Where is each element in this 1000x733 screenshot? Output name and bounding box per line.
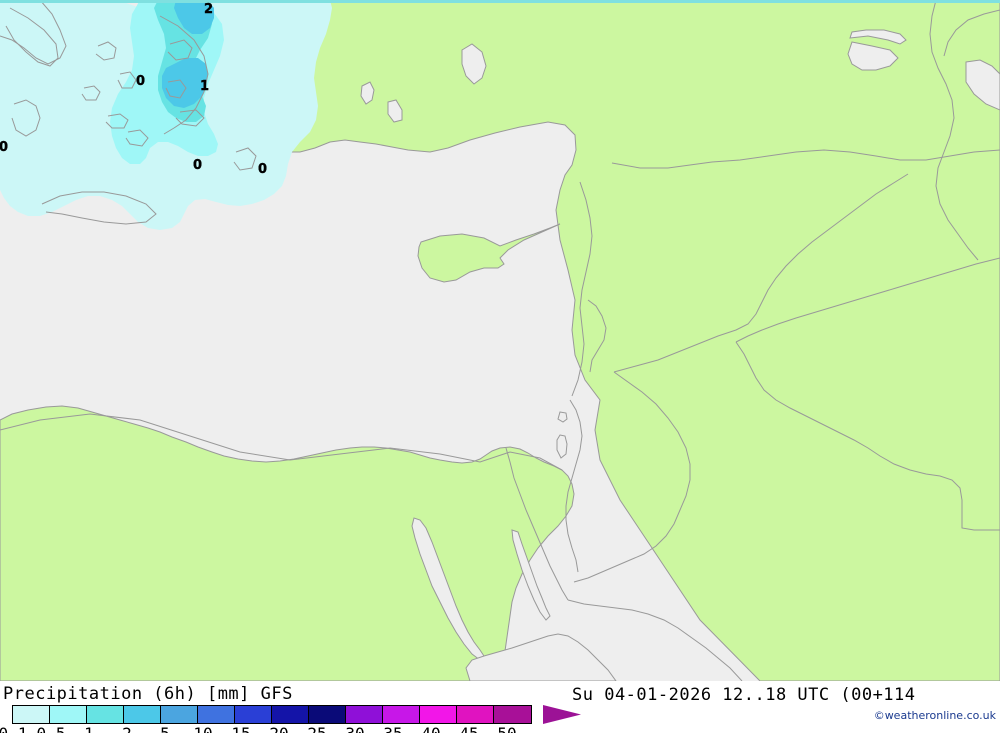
precip-band-2-core: [162, 58, 208, 108]
map-svg: [0, 0, 1000, 681]
color-tick-1: 1: [84, 724, 94, 733]
precip-label-2: 2: [204, 2, 214, 17]
map-canvas[interactable]: 2 1 0 0 0 0: [0, 0, 1000, 681]
precip-label-1: 1: [200, 79, 210, 94]
coast-chios: [165, 79, 187, 99]
color-swatch-40[interactable]: [420, 706, 457, 723]
border-jordan-syria-n: [613, 173, 909, 373]
color-swatch-15[interactable]: [235, 706, 272, 723]
coast-aegean-islands-1: [95, 41, 117, 61]
coast-aegean-islands-5: [125, 129, 149, 147]
border-iran-iraq: [929, 0, 979, 261]
coast-egypt-north: [0, 413, 563, 471]
precip-label-0a: 0: [136, 74, 146, 89]
border-israel-jordan: [565, 399, 583, 573]
sea-of-galilee: [557, 411, 568, 423]
color-swatch-0p5[interactable]: [50, 706, 87, 723]
land-north-africa-egypt: [0, 405, 575, 681]
color-tick-35: 35: [383, 724, 402, 733]
color-tick-15: 15: [231, 724, 250, 733]
cyprus: [417, 223, 561, 283]
model-run-timestamp: Su 04-01-2026 12..18 UTC (00+114: [572, 685, 916, 705]
lake-beysehir: [360, 81, 375, 105]
color-swatch-5[interactable]: [161, 706, 198, 723]
legend-title: Precipitation (6h) [mm] GFS: [3, 684, 293, 704]
copyright-notice: ©weatheronline.co.uk: [873, 709, 996, 722]
color-tick-2: 2: [122, 724, 132, 733]
caspian-inlet: [965, 59, 1000, 111]
political-borders: [0, 0, 1000, 681]
color-swatch-1[interactable]: [87, 706, 124, 723]
coast-greece-w: [5, 7, 59, 67]
color-swatch-0p1[interactable]: [13, 706, 50, 723]
border-saudi-egypt-gulf: [567, 599, 743, 681]
border-turkey-syria: [611, 149, 1000, 169]
color-swatch-2[interactable]: [124, 706, 161, 723]
gulf-of-aqaba: [511, 529, 551, 621]
lake-van: [849, 29, 907, 45]
coastline-overlay: [0, 0, 257, 225]
border-jordan-iraq: [735, 257, 1000, 343]
lake-egirdir: [387, 99, 403, 123]
color-tick-0p5: 0.5: [37, 724, 66, 733]
lake-tuz: [461, 43, 487, 85]
border-turkey-iran: [943, 9, 1000, 57]
color-tick-0p1: 0.1: [0, 724, 27, 733]
coast-peloponnese: [11, 99, 41, 137]
coast-crete: [41, 191, 157, 225]
cyprus-shape: [417, 223, 561, 283]
coast-aegean-islands-4: [105, 113, 129, 129]
color-scale-ticks: 0.10.5125101520253035404550: [0, 724, 560, 733]
color-swatch-25[interactable]: [309, 706, 346, 723]
color-scale-overflow-arrow: [543, 705, 581, 724]
border-jordan-saudi: [735, 341, 1000, 531]
color-swatch-50[interactable]: [494, 706, 531, 723]
coast-samos: [175, 109, 205, 127]
coast-rhodes: [233, 147, 257, 171]
border-jordan-west: [573, 371, 691, 583]
border-syria-lebanon: [587, 299, 607, 373]
lake-urmia-region: [847, 41, 899, 71]
inland-sea-layer: [360, 29, 1000, 681]
precip-layer: [0, 0, 332, 230]
coast-lesvos: [167, 39, 193, 61]
coast-levant: [571, 181, 593, 397]
color-swatch-30[interactable]: [346, 706, 383, 723]
coast-w-turkey: [159, 15, 209, 135]
color-tick-10: 10: [193, 724, 212, 733]
color-scale-bar[interactable]: [12, 705, 532, 724]
precip-label-0c: 0: [193, 158, 203, 173]
border-egypt-israel: [505, 447, 569, 601]
color-swatch-45[interactable]: [457, 706, 494, 723]
color-tick-45: 45: [459, 724, 478, 733]
coast-aegean-islands-2: [117, 71, 137, 89]
dead-sea: [556, 434, 568, 459]
color-tick-20: 20: [269, 724, 288, 733]
color-tick-40: 40: [421, 724, 440, 733]
precip-label-0b: 0: [0, 140, 9, 155]
color-swatch-35[interactable]: [383, 706, 420, 723]
red-sea: [465, 633, 617, 681]
map-footer: Precipitation (6h) [mm] GFS Su 04-01-202…: [0, 681, 1000, 733]
color-tick-30: 30: [345, 724, 364, 733]
color-swatch-20[interactable]: [272, 706, 309, 723]
color-tick-5: 5: [160, 724, 170, 733]
color-swatch-10[interactable]: [198, 706, 235, 723]
color-tick-25: 25: [307, 724, 326, 733]
coast-aegean-islands-3: [81, 85, 101, 101]
color-tick-50: 50: [497, 724, 516, 733]
precip-band-2-north: [174, 0, 214, 34]
sea-top-strip: [0, 0, 1000, 3]
precip-label-0d: 0: [258, 162, 268, 177]
